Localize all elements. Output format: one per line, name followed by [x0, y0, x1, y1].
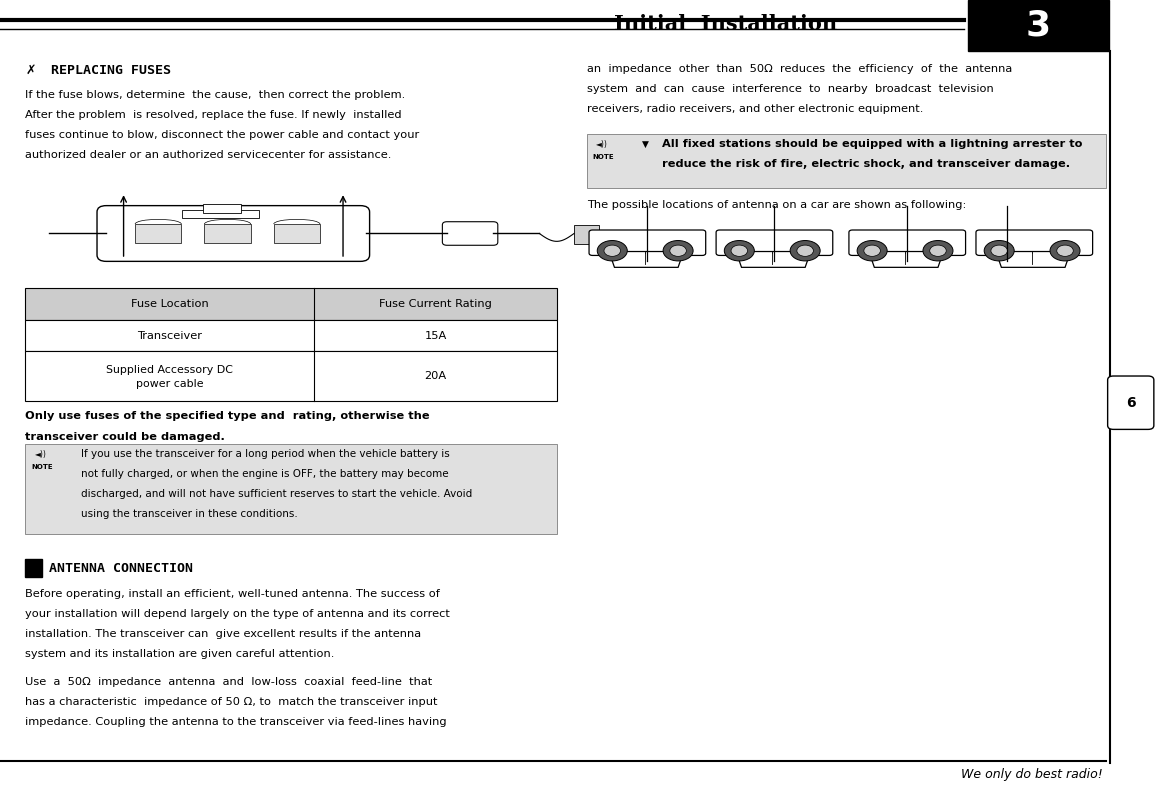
Text: impedance. Coupling the antenna to the transceiver via feed-lines having: impedance. Coupling the antenna to the t… — [25, 717, 447, 727]
Bar — [25, 559, 42, 576]
Bar — [204, 224, 251, 243]
Circle shape — [797, 245, 813, 257]
FancyBboxPatch shape — [976, 230, 1093, 255]
Text: system and its installation are given careful attention.: system and its installation are given ca… — [25, 648, 335, 659]
Circle shape — [1057, 245, 1073, 257]
Circle shape — [604, 245, 620, 257]
Text: reduce the risk of fire, electric shock, and transceiver damage.: reduce the risk of fire, electric shock,… — [662, 159, 1070, 170]
Circle shape — [731, 245, 747, 257]
Text: power cable: power cable — [136, 379, 203, 389]
Polygon shape — [736, 251, 811, 268]
Circle shape — [864, 245, 880, 257]
Circle shape — [1050, 240, 1080, 261]
Text: All fixed stations should be equipped with a lightning arrester to: All fixed stations should be equipped wi… — [662, 140, 1082, 149]
Bar — [25, 351, 557, 401]
Circle shape — [663, 240, 693, 261]
FancyBboxPatch shape — [442, 221, 498, 245]
FancyBboxPatch shape — [97, 206, 370, 261]
Polygon shape — [996, 251, 1071, 268]
Text: using the transceiver in these conditions.: using the transceiver in these condition… — [81, 509, 298, 519]
Text: system  and  can  cause  interference  to  nearby  broadcast  television: system and can cause interference to nea… — [587, 84, 993, 94]
FancyBboxPatch shape — [589, 230, 706, 255]
Text: has a characteristic  impedance of 50 Ω, to  match the transceiver input: has a characteristic impedance of 50 Ω, … — [25, 697, 438, 706]
Text: 20A: 20A — [424, 371, 447, 382]
Text: If you use the transceiver for a long period when the vehicle battery is: If you use the transceiver for a long pe… — [81, 448, 449, 458]
Text: ANTENNA CONNECTION: ANTENNA CONNECTION — [49, 561, 193, 575]
Text: transceiver could be damaged.: transceiver could be damaged. — [25, 432, 225, 441]
Text: 6: 6 — [1126, 396, 1135, 410]
Text: Fuse Current Rating: Fuse Current Rating — [379, 299, 492, 309]
Bar — [135, 224, 181, 243]
FancyBboxPatch shape — [716, 230, 833, 255]
Text: your installation will depend largely on the type of antenna and its correct: your installation will depend largely on… — [25, 608, 450, 619]
Text: not fully charged, or when the engine is OFF, the battery may become: not fully charged, or when the engine is… — [81, 469, 448, 479]
Circle shape — [724, 240, 754, 261]
Polygon shape — [609, 251, 684, 268]
Text: an  impedance  other  than  50Ω  reduces  the  efficiency  of  the  antenna: an impedance other than 50Ω reduces the … — [587, 64, 1012, 75]
Circle shape — [597, 240, 627, 261]
Bar — [25, 288, 557, 319]
Bar — [182, 210, 259, 218]
Bar — [25, 319, 557, 351]
Bar — [574, 225, 599, 244]
Circle shape — [930, 245, 946, 257]
Text: ▼: ▼ — [642, 140, 649, 149]
Circle shape — [857, 240, 887, 261]
Polygon shape — [869, 251, 944, 268]
Text: ✗: ✗ — [25, 64, 36, 78]
Text: Before operating, install an efficient, well-tuned antenna. The success of: Before operating, install an efficient, … — [25, 589, 440, 599]
Text: After the problem  is resolved, replace the fuse. If newly  installed: After the problem is resolved, replace t… — [25, 111, 402, 120]
Circle shape — [991, 245, 1007, 257]
Text: If the fuse blows, determine  the cause,  then correct the problem.: If the fuse blows, determine the cause, … — [25, 90, 405, 100]
Bar — [587, 134, 1106, 188]
Circle shape — [984, 240, 1014, 261]
Text: receivers, radio receivers, and other electronic equipment.: receivers, radio receivers, and other el… — [587, 104, 923, 115]
Bar — [274, 224, 320, 243]
Text: Transceiver: Transceiver — [137, 330, 202, 341]
Text: Fuse Location: Fuse Location — [131, 299, 209, 309]
Bar — [968, 0, 1109, 51]
Text: authorized dealer or an authorized servicecenter for assistance.: authorized dealer or an authorized servi… — [25, 151, 392, 160]
Text: Supplied Accessory DC: Supplied Accessory DC — [106, 365, 233, 375]
Text: NOTE: NOTE — [31, 463, 53, 469]
Bar — [25, 444, 557, 534]
FancyBboxPatch shape — [849, 230, 966, 255]
Text: Only use fuses of the specified type and  rating, otherwise the: Only use fuses of the specified type and… — [25, 411, 430, 422]
Circle shape — [923, 240, 953, 261]
Text: 15A: 15A — [424, 330, 447, 341]
Circle shape — [670, 245, 686, 257]
Text: The possible locations of antenna on a car are shown as following:: The possible locations of antenna on a c… — [587, 200, 966, 210]
Text: ◄)): ◄)) — [596, 141, 608, 149]
Bar — [203, 204, 241, 214]
Text: Initial  Installation: Initial Installation — [614, 13, 837, 34]
Text: ◄)): ◄)) — [35, 450, 46, 458]
Text: installation. The transceiver can  give excellent results if the antenna: installation. The transceiver can give e… — [25, 629, 422, 639]
Text: discharged, and will not have sufficient reserves to start the vehicle. Avoid: discharged, and will not have sufficient… — [81, 488, 472, 498]
Text: REPLACING FUSES: REPLACING FUSES — [51, 64, 171, 78]
Text: fuses continue to blow, disconnect the power cable and contact your: fuses continue to blow, disconnect the p… — [25, 130, 419, 141]
Text: We only do best radio!: We only do best radio! — [961, 768, 1103, 781]
Circle shape — [790, 240, 820, 261]
Text: Use  a  50Ω  impedance  antenna  and  low-loss  coaxial  feed-line  that: Use a 50Ω impedance antenna and low-loss… — [25, 677, 433, 687]
Text: NOTE: NOTE — [593, 155, 614, 160]
FancyBboxPatch shape — [1108, 376, 1154, 429]
Text: 3: 3 — [1026, 9, 1051, 42]
